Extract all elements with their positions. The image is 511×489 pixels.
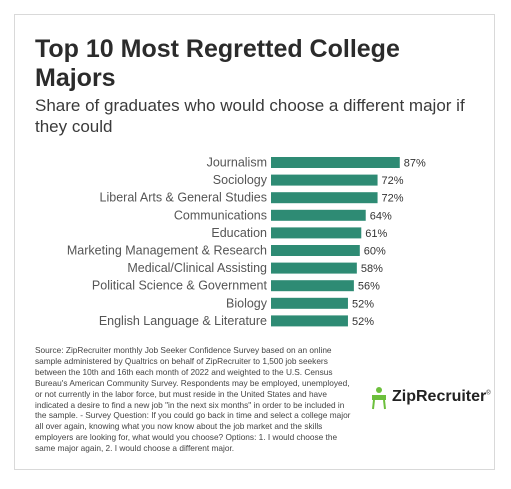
bar [271, 174, 378, 186]
bar [271, 280, 354, 292]
chart-card: Top 10 Most Regretted College Majors Sha… [14, 14, 495, 470]
category-label: Medical/Clinical Assisting [127, 261, 267, 275]
bar [271, 227, 362, 239]
bar [271, 245, 360, 256]
bar-chart: Journalism 87% Sociology 72% Liberal Arts & … [67, 156, 426, 328]
category-label: Communications [174, 208, 267, 222]
value-label: 58% [361, 263, 383, 275]
chart-title: Top 10 Most Regretted College Majors [35, 35, 400, 92]
bar [271, 157, 400, 168]
bar [271, 315, 348, 327]
category-label: Education [211, 226, 267, 240]
value-label: 60% [364, 246, 386, 258]
value-label: 52% [352, 298, 374, 310]
value-label: 52% [352, 316, 374, 328]
bar [271, 297, 348, 309]
value-label: 87% [404, 158, 426, 170]
value-label: 72% [382, 193, 404, 205]
ziprecruiter-icon [372, 387, 386, 410]
category-label: Sociology [213, 173, 268, 187]
value-label: 56% [358, 281, 380, 293]
bar [271, 262, 357, 274]
category-label: Liberal Arts & General Studies [100, 191, 267, 205]
category-label: Journalism [207, 156, 267, 170]
source-note: Source: ZipRecruiter monthly Job Seeker … [35, 345, 351, 454]
category-label: Marketing Management & Research [67, 244, 267, 258]
value-label: 64% [370, 210, 392, 222]
chart-subtitle: Share of graduates who would choose a di… [35, 96, 465, 136]
value-label: 72% [382, 175, 404, 187]
logo-wordmark: ZipRecruiter® [392, 388, 491, 405]
category-label: Biology [226, 296, 268, 310]
category-label: English Language & Literature [99, 314, 267, 328]
category-label: Political Science & Government [92, 279, 268, 293]
bar [271, 209, 366, 221]
bar [271, 192, 378, 204]
value-label: 61% [365, 228, 387, 240]
ziprecruiter-logo: ZipRecruiter® [370, 385, 491, 411]
